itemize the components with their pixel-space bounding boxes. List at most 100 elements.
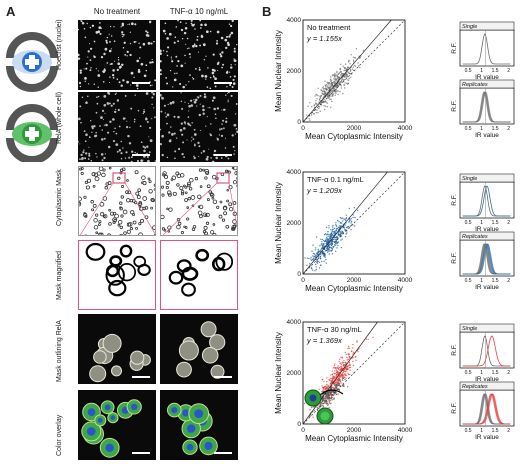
scatter-point bbox=[319, 110, 321, 112]
scatter-point bbox=[334, 76, 336, 78]
scatter-point bbox=[326, 394, 328, 396]
scatter-point bbox=[330, 383, 332, 385]
x-tick-label: 2000 bbox=[347, 277, 362, 284]
micrograph-dots-tnf bbox=[160, 20, 238, 90]
scatter-point bbox=[338, 366, 341, 369]
scatter-point bbox=[344, 218, 346, 220]
scatter-point bbox=[352, 56, 355, 58]
scatter-point bbox=[330, 250, 332, 252]
scatter-point bbox=[347, 372, 349, 374]
scatter-point bbox=[323, 245, 325, 248]
scatter-point bbox=[333, 244, 336, 246]
scatter-point bbox=[339, 68, 341, 71]
scatter-point bbox=[324, 84, 326, 86]
scatter-point bbox=[318, 98, 321, 100]
scatter-point bbox=[310, 267, 313, 270]
scatter-point bbox=[336, 219, 339, 222]
scatter-point bbox=[327, 231, 329, 233]
scatter-point bbox=[335, 381, 337, 383]
scatter-point bbox=[316, 409, 319, 412]
scatter-point bbox=[319, 96, 321, 98]
fit-line bbox=[302, 19, 392, 123]
histogram-header bbox=[459, 323, 515, 333]
scatter-point bbox=[341, 231, 344, 233]
scatter-point bbox=[322, 243, 324, 245]
scatter-fit-label: y = 1.209x bbox=[306, 186, 342, 195]
scatter-point bbox=[304, 257, 306, 259]
scatter-point bbox=[334, 386, 337, 388]
scatter-point bbox=[330, 93, 332, 96]
scatter-condition-label: TNF-α 30 ng/mL bbox=[307, 325, 362, 334]
scatter-point bbox=[345, 75, 347, 77]
scatter-point bbox=[339, 358, 341, 360]
histogram-y-label: R.F. bbox=[451, 252, 458, 264]
scatter-point bbox=[341, 232, 343, 234]
y-tick-label: 4000 bbox=[287, 17, 302, 24]
scatter-point bbox=[333, 364, 336, 367]
histogram-x-tick: 2 bbox=[507, 428, 510, 434]
scatter-point bbox=[322, 86, 325, 88]
scatter-point bbox=[327, 404, 329, 406]
scale-bar bbox=[214, 452, 232, 454]
micrograph-overlay-tnf bbox=[160, 390, 238, 460]
scatter-point bbox=[337, 76, 339, 79]
scatter-point bbox=[337, 90, 339, 92]
y-axis-label: Mean Nuclear Intensity bbox=[274, 332, 283, 414]
scatter-point bbox=[348, 72, 350, 74]
scatter-point bbox=[331, 248, 333, 250]
scatter-point bbox=[323, 88, 325, 90]
scatter-point bbox=[324, 401, 326, 404]
scatter-point bbox=[331, 374, 334, 376]
scatter-point bbox=[310, 406, 313, 409]
scatter-point bbox=[315, 100, 317, 102]
scatter-point bbox=[336, 385, 338, 387]
histogram-x-tick: 1.5 bbox=[492, 68, 499, 74]
scatter-point bbox=[348, 366, 351, 369]
scatter-point bbox=[333, 238, 335, 241]
scatter-point bbox=[357, 65, 360, 67]
y-tick-label: 2000 bbox=[287, 68, 302, 75]
scatter-point bbox=[356, 209, 359, 212]
scatter-point bbox=[349, 225, 352, 227]
scatter-point bbox=[319, 250, 321, 252]
scatter-point bbox=[335, 85, 337, 87]
scatter-point bbox=[311, 250, 313, 252]
scatter-point bbox=[332, 246, 335, 248]
scatter-point bbox=[306, 264, 308, 266]
scatter-point bbox=[352, 347, 354, 349]
scatter-point bbox=[329, 235, 331, 237]
histogram-x-tick: 0.5 bbox=[465, 370, 472, 376]
scatter-point bbox=[323, 92, 326, 94]
scatter-point bbox=[327, 239, 329, 241]
scatter-point bbox=[348, 207, 350, 210]
scatter-point bbox=[330, 236, 332, 238]
scatter-point bbox=[323, 260, 325, 262]
scatter-point bbox=[337, 244, 339, 247]
scatter-point bbox=[342, 370, 344, 372]
scatter-point bbox=[325, 247, 327, 249]
histogram-title: Replicates bbox=[462, 82, 488, 88]
scatter-point bbox=[310, 114, 313, 116]
scatter-point bbox=[337, 233, 339, 236]
x-tick-label: 4000 bbox=[398, 277, 413, 284]
scatter-point bbox=[315, 268, 317, 271]
scale-bar bbox=[214, 82, 232, 84]
scatter-point bbox=[328, 96, 330, 99]
histogram-x-tick: 1 bbox=[480, 220, 483, 226]
scatter-point bbox=[336, 237, 339, 239]
scatter-point bbox=[353, 207, 355, 209]
scatter-point bbox=[321, 391, 323, 393]
scatter-point bbox=[330, 399, 332, 402]
scatter-point bbox=[349, 219, 352, 221]
scatter-point bbox=[314, 95, 316, 97]
histogram-title: Replicates bbox=[462, 234, 488, 240]
scatter-point bbox=[340, 87, 343, 89]
scatter-point bbox=[341, 375, 343, 377]
scatter-point bbox=[348, 347, 351, 349]
scatter-point bbox=[355, 355, 357, 358]
scatter-point bbox=[350, 222, 352, 224]
scatter-point bbox=[321, 92, 323, 94]
scatter-point bbox=[347, 365, 349, 368]
scatter-point bbox=[312, 416, 314, 418]
scatter-point bbox=[333, 88, 335, 90]
